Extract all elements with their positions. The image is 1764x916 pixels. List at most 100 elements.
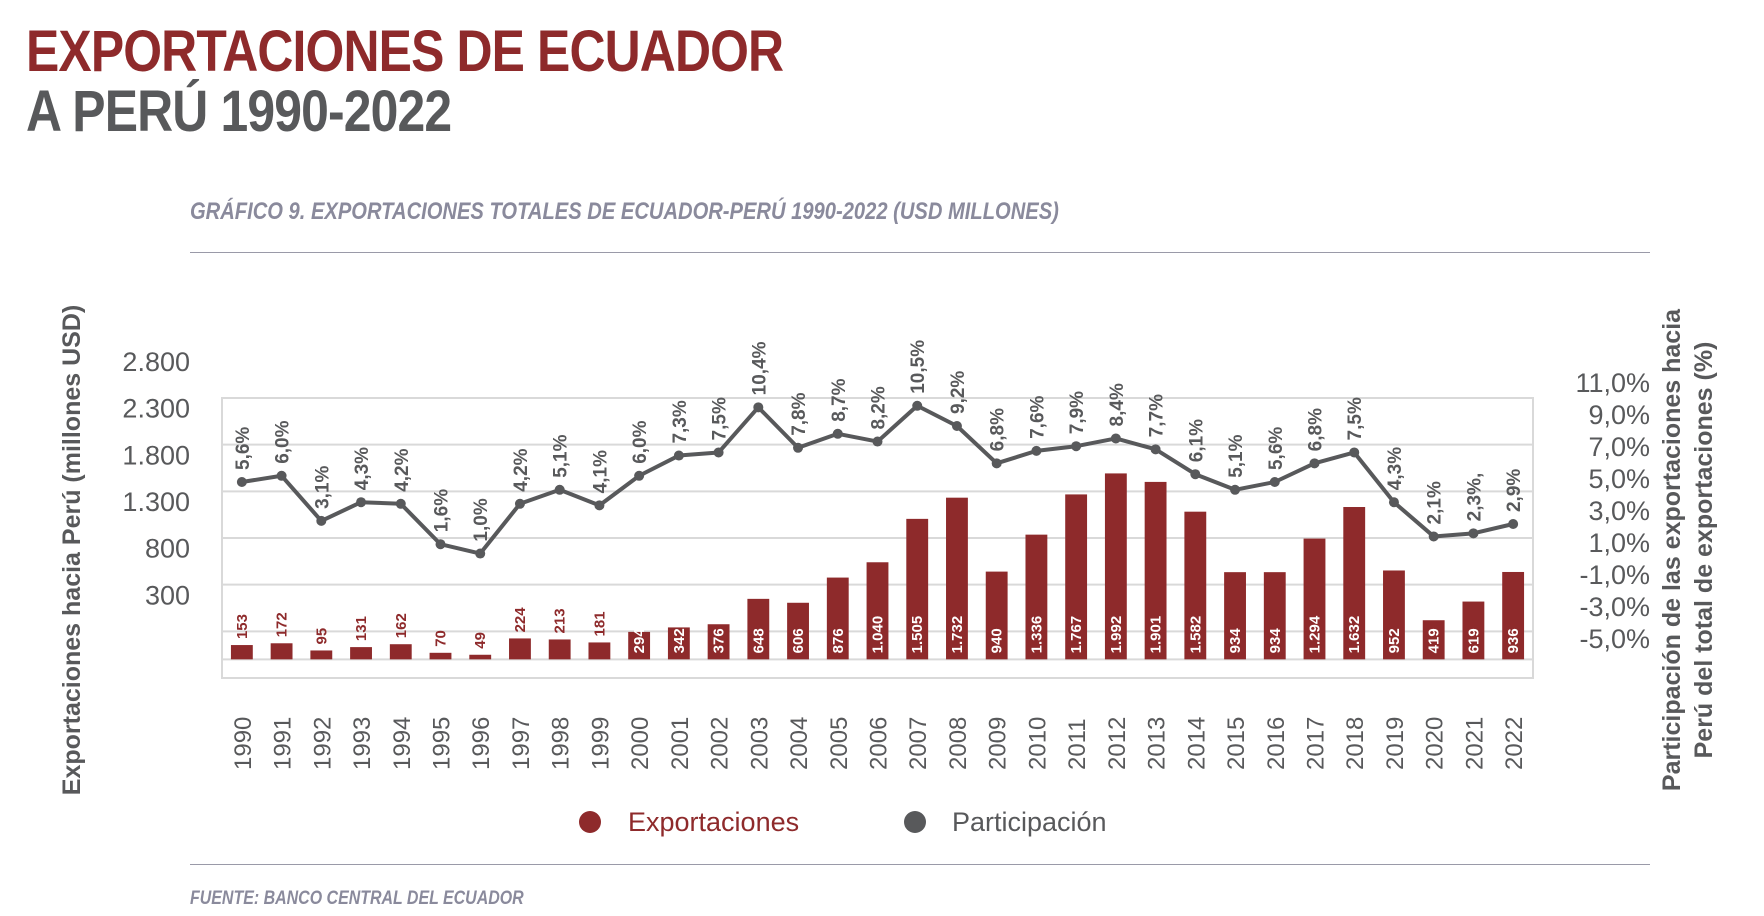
legend-label-exportaciones: Exportaciones [628,807,799,837]
bar-value-label: 1.732 [949,616,966,654]
bar-2008 [946,497,968,660]
bar-value-label: 1.336 [1028,616,1045,654]
bar-value-label: 936 [1505,628,1522,653]
bar-2000 [628,631,651,660]
y-tick-label: 2.800 [122,347,190,377]
line-point-2006 [872,436,883,447]
line-point-2004 [793,442,804,453]
bar-value-label: 172 [274,612,291,637]
bar-value-label: 95 [313,628,330,645]
x-tick-label: 2007 [905,717,932,770]
line-value-label: 4,3% [352,447,373,490]
line-point-2010 [1031,445,1042,456]
x-tick-label: 1991 [270,717,297,770]
line-point-2014 [1190,469,1201,480]
bar-value-label: 181 [591,611,608,636]
bar-value-label: 49 [472,632,489,649]
line-value-label: 8,2% [869,386,890,429]
line-value-label: 8,4% [1107,383,1128,426]
bar-1995 [429,652,452,660]
y-tick-label: 1.300 [122,487,190,517]
bar-value-label: 1.767 [1068,616,1085,654]
bar-value-label: 342 [671,628,688,653]
y-tick-label: 2.300 [122,394,190,424]
bar-value-label: 1.040 [870,616,887,654]
bar-2019 [1383,570,1405,660]
x-tick-label: 2015 [1223,717,1250,770]
x-tick-label: 1993 [349,717,376,770]
line-point-2007 [912,400,923,411]
line-value-label: 7,7% [1147,394,1168,437]
line-point-1997 [514,498,525,509]
y2-tick-label: 9,0% [1588,400,1650,430]
bar-value-label: 648 [750,628,767,653]
x-tick-label: 2010 [1024,717,1051,770]
line-value-label: 7,5% [1345,397,1366,440]
x-tick-label: 2021 [1461,717,1488,770]
x-tick-label: 1990 [230,717,257,770]
bar-2022 [1502,571,1525,660]
line-value-label: 4,3% [1385,447,1406,490]
x-tick-label: 1995 [429,717,456,770]
bar-2007 [906,518,929,660]
line-point-1993 [356,497,367,508]
line-value-label: 4,2% [392,448,413,491]
line-value-label: 7,9% [1067,391,1088,434]
line-layer: 5,6% 6,0% 3,1% 4,3% 4,2% 1,6% 1,0% 4,2% 5,1% 4,1%… [233,340,1525,559]
line-point-2013 [1150,444,1161,455]
x-tick-label: 2000 [627,717,654,770]
bar-2002 [707,624,730,660]
bar-1999 [588,642,611,660]
legend-label-participacion: Participación [952,807,1107,837]
x-tick-label: 2009 [985,717,1012,770]
line-point-2000 [634,470,645,481]
y2-tick-label: 3,0% [1588,496,1650,526]
line-value-label: 10,5% [908,340,929,394]
line-value-label: 1,0% [471,498,492,541]
bar-2018 [1343,507,1366,660]
x-tick-label: 2022 [1501,717,1528,770]
bar-value-label: 162 [393,613,410,638]
bar-2006 [866,562,889,660]
line-point-2021 [1468,528,1479,539]
bar-1994 [389,644,412,660]
x-tick-label: 2004 [786,717,813,770]
bar-value-label: 940 [989,628,1006,653]
bar-value-label: 876 [830,628,847,653]
source-note: FUENTE: BANCO CENTRAL DEL ECUADOR [190,888,524,909]
line-value-label: 8,7% [829,378,850,421]
line-point-2011 [1071,441,1082,452]
line-point-2022 [1508,519,1519,529]
y2-tick-label: 1,0% [1588,528,1650,558]
line-point-1991 [276,470,287,481]
bar-value-label: 934 [1267,628,1284,654]
page-title-line1: EXPORTACIONES DE ECUADOR [26,19,784,84]
line-value-label: 6,0% [630,420,651,463]
bar-2013 [1144,481,1167,660]
bar-value-label: 70 [433,630,450,647]
line-point-1998 [554,484,565,495]
x-tick-label: 2016 [1263,717,1290,770]
x-tick-label: 2005 [826,717,853,770]
line-value-label: 1,6% [432,489,453,532]
x-tick-label: 2018 [1342,717,1369,770]
y2-tick-label: 11,0% [1575,368,1650,398]
bar-2021 [1462,601,1485,660]
bar-value-label: 1.582 [1187,616,1204,654]
y2-tick-label: 7,0% [1588,432,1650,462]
bar-2001 [667,627,690,660]
y-tick-label: 800 [145,534,190,564]
x-tick-label: 2019 [1382,717,1409,770]
line-value-label: 6,8% [1306,408,1327,451]
axis-layer: 3008001.3001.8002.3002.80011,0%9,0%7,0%5… [122,347,1650,770]
line-point-1995 [435,539,446,550]
bottom-divider [190,864,1650,865]
bar-value-label: 224 [512,607,529,633]
bar-value-label: 419 [1426,628,1443,653]
bar-value-label: 1.632 [1346,616,1363,654]
y2-tick-label: 5,0% [1588,464,1650,494]
bar-value-label: 619 [1465,628,1482,653]
legend: Exportaciones Participación [579,807,1107,837]
legend-marker-participacion [904,811,926,833]
